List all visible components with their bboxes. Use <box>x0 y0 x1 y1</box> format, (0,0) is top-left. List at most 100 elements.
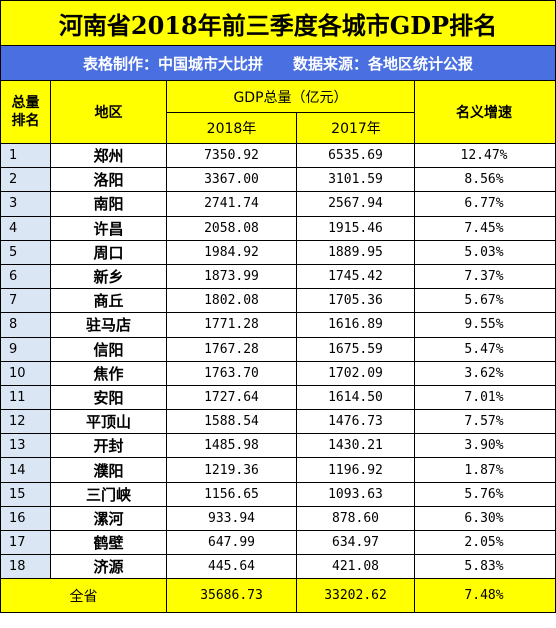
gdp-2018-cell: 1485.98 <box>167 434 297 458</box>
growth-cell: 3.62% <box>464 365 504 381</box>
rank-cell: 1 <box>1 144 51 168</box>
total-2017: 33202.62 <box>297 579 415 613</box>
region-cell: 南阳 <box>51 192 167 216</box>
gdp-2017-cell: 1675.59 <box>297 337 415 361</box>
region-cell: 洛阳 <box>51 168 167 192</box>
table-row: 17 鹤壁 647.99 634.97 2.05% <box>1 531 555 556</box>
gdp-2018-cell: 2058.08 <box>167 216 297 240</box>
gdp-2018-cell: 3367.00 <box>167 168 297 192</box>
rank-cell: 16 <box>1 506 51 530</box>
growth-cell: 5.83% <box>464 559 504 575</box>
gdp-2018-cell: 1771.28 <box>167 313 297 337</box>
gdp-2018-cell: 1588.54 <box>167 410 297 434</box>
table-row: 11 安阳 1727.64 1614.50 7.01% <box>1 385 555 411</box>
table-row: 4 许昌 2058.08 1915.46 7.45% <box>1 216 555 241</box>
region-cell: 漯河 <box>51 506 167 530</box>
rank-cell: 4 <box>1 216 51 240</box>
region-cell: 新乡 <box>51 264 167 289</box>
region-cell: 安阳 <box>51 385 167 410</box>
gdp-2017-cell: 1702.09 <box>297 361 415 385</box>
table-row: 9 信阳 1767.28 1675.59 5.47% <box>1 337 555 362</box>
header-rank: 总量 排名 <box>1 81 51 143</box>
gdp-2018-cell: 1802.08 <box>167 289 297 313</box>
growth-cell: 5.76% <box>464 486 504 502</box>
gdp-2018-cell: 1156.65 <box>167 482 297 506</box>
table-row: 12 平顶山 1588.54 1476.73 7.57% <box>1 410 555 435</box>
total-2018: 35686.73 <box>167 579 297 613</box>
table-row: 3 南阳 2741.74 2567.94 6.77% <box>1 192 555 217</box>
rank-cell: 7 <box>1 289 51 313</box>
table-maker: 表格制作：中国城市大比拼 <box>82 54 263 73</box>
rank-cell: 14 <box>1 458 51 482</box>
growth-cell: 7.45% <box>464 220 504 236</box>
gdp-2018-cell: 1873.99 <box>167 264 297 289</box>
table-subtitle: 表格制作：中国城市大比拼 数据来源：各地区统计公报 <box>1 46 555 81</box>
region-cell: 信阳 <box>51 337 167 361</box>
gdp-2018-cell: 1727.64 <box>167 385 297 410</box>
growth-cell: 3.90% <box>464 438 504 454</box>
growth-cell: 7.57% <box>464 414 504 430</box>
gdp-2017-cell: 1889.95 <box>297 240 415 264</box>
region-cell: 许昌 <box>51 216 167 240</box>
region-cell: 濮阳 <box>51 458 167 482</box>
gdp-2017-cell: 6535.69 <box>297 144 415 168</box>
header-gdp-group: GDP总量（亿元） 2018年 2017年 <box>167 81 415 143</box>
gdp-ranking-table: 河南省2018年前三季度各城市GDP排名 表格制作：中国城市大比拼 数据来源：各… <box>0 0 556 614</box>
region-cell: 平顶山 <box>51 410 167 434</box>
rank-cell: 18 <box>1 555 51 579</box>
table-row: 6 新乡 1873.99 1745.42 7.37% <box>1 264 555 290</box>
table-header: 总量 排名 地区 GDP总量（亿元） 2018年 2017年 名义增速 <box>1 81 555 144</box>
header-growth: 名义增速 <box>456 105 512 121</box>
growth-cell: 5.67% <box>464 293 504 309</box>
rank-cell: 10 <box>1 361 51 385</box>
header-gdp: GDP总量（亿元） <box>167 81 414 113</box>
rank-cell: 2 <box>1 168 51 192</box>
table-row: 16 漯河 933.94 878.60 6.30% <box>1 506 555 531</box>
growth-cell: 7.01% <box>464 389 504 405</box>
rank-cell: 6 <box>1 264 51 289</box>
header-2017: 2017年 <box>331 121 381 137</box>
gdp-2017-cell: 1745.42 <box>297 264 415 289</box>
gdp-2017-cell: 1915.46 <box>297 216 415 240</box>
gdp-2018-cell: 933.94 <box>167 506 297 530</box>
growth-cell: 5.47% <box>464 341 504 357</box>
gdp-2017-cell: 878.60 <box>297 506 415 530</box>
table-row: 14 濮阳 1219.36 1196.92 1.87% <box>1 458 555 483</box>
header-rank-line1: 总量 <box>11 95 40 111</box>
rank-cell: 12 <box>1 410 51 434</box>
header-2018: 2018年 <box>167 113 297 143</box>
gdp-2017-cell: 1616.89 <box>297 313 415 337</box>
region-cell: 郑州 <box>51 144 167 168</box>
table-row: 1 郑州 7350.92 6535.69 12.47% <box>1 144 555 169</box>
growth-cell: 6.77% <box>464 196 504 212</box>
rank-cell: 5 <box>1 240 51 264</box>
growth-cell: 8.56% <box>464 172 504 188</box>
table-row: 13 开封 1485.98 1430.21 3.90% <box>1 434 555 459</box>
rank-cell: 13 <box>1 434 51 458</box>
region-cell: 驻马店 <box>51 313 167 337</box>
region-cell: 周口 <box>51 240 167 264</box>
gdp-2018-cell: 2741.74 <box>167 192 297 216</box>
growth-cell: 12.47% <box>460 148 508 164</box>
gdp-2017-cell: 1614.50 <box>297 385 415 410</box>
total-growth: 7.48% <box>464 588 504 604</box>
table-row: 10 焦作 1763.70 1702.09 3.62% <box>1 361 555 386</box>
region-cell: 商丘 <box>51 289 167 313</box>
gdp-2018-cell: 7350.92 <box>167 144 297 168</box>
gdp-2017-cell: 421.08 <box>297 555 415 579</box>
rank-cell: 15 <box>1 482 51 506</box>
rank-cell: 17 <box>1 531 51 555</box>
growth-cell: 1.87% <box>464 462 504 478</box>
gdp-2017-cell: 1430.21 <box>297 434 415 458</box>
gdp-2018-cell: 647.99 <box>167 531 297 555</box>
gdp-2017-cell: 634.97 <box>297 531 415 555</box>
table-row: 5 周口 1984.92 1889.95 5.03% <box>1 240 555 265</box>
header-region: 地区 <box>51 81 167 143</box>
growth-cell: 5.03% <box>464 244 504 260</box>
table-row: 18 济源 445.64 421.08 5.83% <box>1 555 555 580</box>
gdp-2018-cell: 1763.70 <box>167 361 297 385</box>
rank-cell: 3 <box>1 192 51 216</box>
gdp-2017-cell: 2567.94 <box>297 192 415 216</box>
total-label: 全省 <box>1 579 167 613</box>
table-title: 河南省2018年前三季度各城市GDP排名 <box>1 0 555 46</box>
